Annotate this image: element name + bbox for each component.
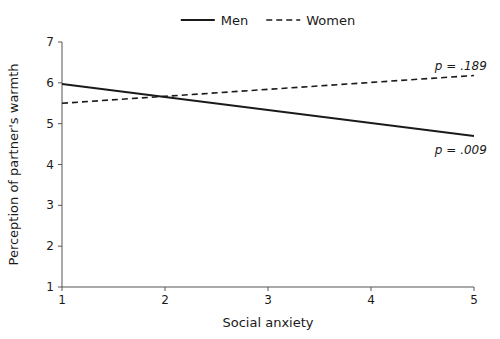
y-tick — [58, 205, 62, 206]
legend: Men Women — [181, 13, 355, 28]
annotation: p = .009 — [434, 143, 487, 157]
chart: 1 2 3 4 5 1 2 3 4 5 6 7 Social anxiety Perception of … — [0, 0, 500, 339]
y-tick-label: 7 — [46, 35, 54, 49]
series-line — [62, 75, 474, 103]
x-tick — [268, 287, 269, 291]
y-tick — [58, 164, 62, 165]
y-tick — [58, 123, 62, 124]
x-tick-label: 3 — [264, 293, 272, 307]
x-tick-label: 1 — [58, 293, 66, 307]
legend-item: Men — [181, 13, 248, 28]
annotations: p = .189 p = .009 — [434, 59, 487, 158]
legend-handle — [181, 19, 215, 21]
y-tick-label: 1 — [46, 280, 54, 294]
background — [0, 0, 500, 339]
y-tick — [58, 246, 62, 247]
y-tick — [58, 42, 62, 43]
axes: 1 2 3 4 5 1 2 3 4 5 6 7 — [46, 35, 477, 307]
legend-label: Women — [306, 13, 355, 28]
x-tick — [62, 287, 63, 291]
y-tick-label: 2 — [46, 239, 54, 253]
legend-handle — [266, 19, 300, 21]
series-line — [62, 84, 474, 136]
y-tick — [58, 82, 62, 83]
lines — [62, 75, 474, 135]
x-tick — [165, 287, 166, 291]
x-tick-label: 5 — [470, 293, 478, 307]
x-tick-label: 4 — [367, 293, 375, 307]
legend-label: Men — [221, 13, 248, 28]
y-tick-label: 6 — [46, 76, 54, 90]
y-tick-label: 3 — [46, 198, 54, 212]
y-tick — [58, 287, 62, 288]
x-tick-label: 2 — [161, 293, 169, 307]
y-axis-label: Perception of partner's warmth — [6, 64, 21, 266]
y-tick-label: 5 — [46, 117, 54, 131]
x-tick — [371, 287, 372, 291]
annotation: p = .189 — [434, 59, 487, 73]
x-tick — [474, 287, 475, 291]
y-tick-label: 4 — [46, 158, 54, 172]
legend-item: Women — [266, 13, 355, 28]
x-axis-label: Social anxiety — [223, 315, 314, 330]
